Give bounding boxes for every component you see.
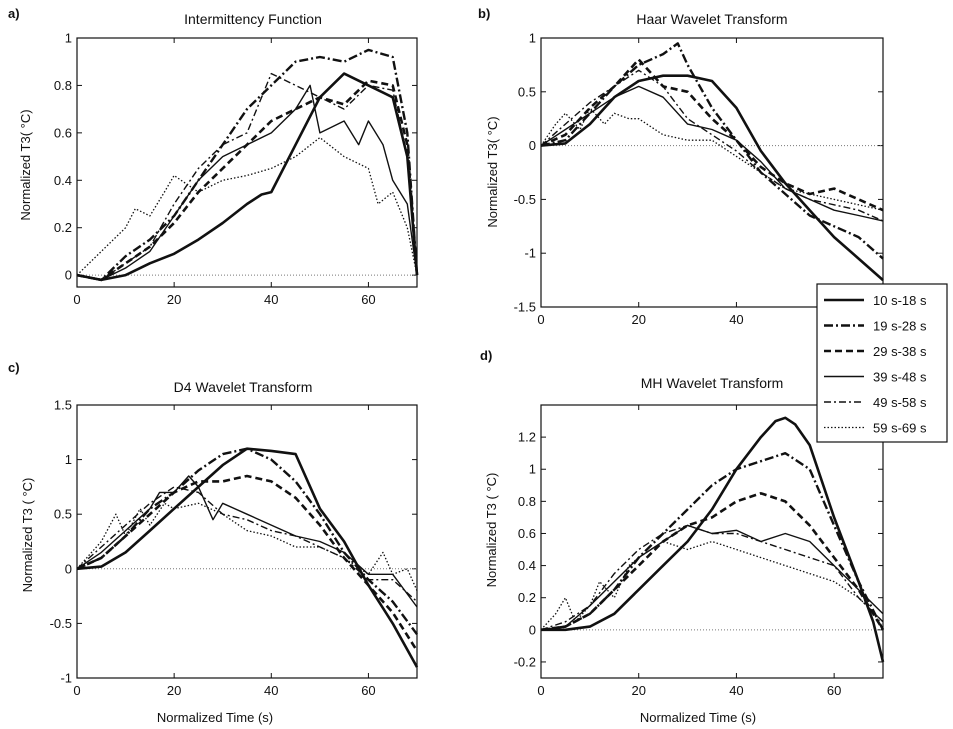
x-tick-label: 20 bbox=[167, 292, 181, 307]
panel-a-plot: 0 20 40 60 0 0.2 0.4 0.6 0.8 1 bbox=[54, 31, 419, 307]
panel-a-letter: a) bbox=[8, 6, 20, 21]
axes-frame bbox=[540, 37, 884, 308]
legend-entry-label: 59 s-69 s bbox=[873, 421, 927, 436]
axes-frame bbox=[76, 37, 418, 288]
panel-a-title: Intermittency Function bbox=[184, 11, 322, 27]
x-tick-label: 60 bbox=[361, 683, 375, 698]
panel-b-plot: 0 20 40 -1.5 -1 -0.5 0 0.5 1 bbox=[514, 31, 884, 327]
y-tick-label: 1.2 bbox=[518, 430, 536, 445]
legend-entry-label: 29 s-38 s bbox=[873, 344, 927, 359]
y-tick-label: 0.2 bbox=[518, 590, 536, 605]
panel-b: b) Haar Wavelet Transform Normalized T3(… bbox=[478, 6, 884, 327]
y-tick-label: 0 bbox=[65, 561, 72, 576]
y-tick-label: 0.6 bbox=[54, 125, 72, 140]
panel-b-ylabel: Normalized T3( °C) bbox=[485, 116, 500, 227]
legend-entry-label: 19 s-28 s bbox=[873, 319, 927, 334]
series-line-dotted bbox=[76, 502, 418, 591]
y-tick-label: 0.6 bbox=[518, 526, 536, 541]
series-line-dotted bbox=[540, 540, 884, 631]
series-line-dashdot-thin bbox=[76, 486, 418, 603]
axes-frame bbox=[76, 404, 418, 679]
panel-a: a) Intermittency Function Normalized T3(… bbox=[8, 6, 419, 307]
panel-d-letter: d) bbox=[480, 348, 492, 363]
panel-d-plot: 0 20 40 60-0.200.20.40.60.811.2 bbox=[514, 404, 885, 698]
y-tick-label: -1 bbox=[60, 671, 72, 686]
series-line-solid-bold bbox=[76, 447, 419, 668]
panel-d-title: MH Wavelet Transform bbox=[641, 375, 784, 391]
series-line-dashdot-bold bbox=[540, 452, 885, 631]
y-tick-label: 1 bbox=[529, 462, 536, 477]
legend-entry-label: 49 s-58 s bbox=[873, 395, 927, 410]
y-tick-label: -1.5 bbox=[514, 300, 536, 315]
panel-b-letter: b) bbox=[478, 6, 490, 21]
x-tick-label: 0 bbox=[537, 683, 544, 698]
x-tick-label: 40 bbox=[264, 292, 278, 307]
panel-c-ylabel: Normalized T3 ( °C) bbox=[20, 478, 35, 593]
series-line-dashed-bold bbox=[540, 491, 885, 632]
y-tick-label: 0 bbox=[529, 622, 536, 637]
x-tick-label: 20 bbox=[631, 683, 645, 698]
y-tick-label: 0.8 bbox=[518, 494, 536, 509]
legend-entry-label: 39 s-48 s bbox=[873, 370, 927, 385]
legend-entry-label: 10 s-18 s bbox=[873, 293, 927, 308]
y-tick-label: 0.4 bbox=[54, 173, 72, 188]
y-tick-label: 0.2 bbox=[54, 220, 72, 235]
y-tick-label: -0.2 bbox=[514, 654, 536, 669]
axes-frame bbox=[540, 404, 884, 679]
y-tick-label: 1 bbox=[65, 31, 72, 46]
y-tick-label: 0.5 bbox=[518, 84, 536, 99]
y-tick-label: 1.5 bbox=[54, 398, 72, 413]
panel-c-xlabel: Normalized Time (s) bbox=[157, 710, 273, 725]
series-line-dashdot-bold bbox=[540, 42, 884, 260]
panel-d-ylabel: Normalized T3 ( °C) bbox=[484, 473, 499, 588]
y-tick-label: -0.5 bbox=[514, 192, 536, 207]
series-line-dashdot-bold bbox=[76, 48, 419, 282]
panel-c-letter: c) bbox=[8, 360, 20, 375]
x-tick-label: 20 bbox=[167, 683, 181, 698]
panel-d: d) MH Wavelet Transform Normalized T3 ( … bbox=[480, 348, 885, 725]
x-tick-label: 40 bbox=[729, 683, 743, 698]
series-line-solid-bold bbox=[540, 74, 884, 282]
x-tick-label: 0 bbox=[73, 683, 80, 698]
y-tick-label: 1 bbox=[529, 31, 536, 46]
y-tick-label: 0.5 bbox=[54, 507, 72, 522]
panel-d-xlabel: Normalized Time (s) bbox=[640, 710, 756, 725]
series-line-solid-thin bbox=[76, 84, 418, 281]
x-tick-label: 60 bbox=[827, 683, 841, 698]
y-tick-label: 0.8 bbox=[54, 78, 72, 93]
x-tick-label: 0 bbox=[537, 312, 544, 327]
series-line-solid-bold bbox=[541, 416, 885, 663]
y-tick-label: 1 bbox=[65, 452, 72, 467]
series-line-dashed-bold bbox=[76, 474, 419, 652]
series-line-solid-bold bbox=[76, 72, 419, 282]
series-line-solid-thin bbox=[540, 85, 884, 222]
series-line-solid-thin bbox=[540, 524, 884, 631]
series-line-dotted bbox=[76, 136, 418, 276]
panel-c-plot: 0 20 40 60 -1 -0.5 0 0.5 1 1.5 bbox=[50, 398, 419, 698]
panel-b-title: Haar Wavelet Transform bbox=[636, 11, 787, 27]
y-tick-label: -1 bbox=[524, 246, 536, 261]
panel-a-ylabel: Normalized T3( °C) bbox=[18, 109, 33, 220]
y-tick-label: 0 bbox=[529, 138, 536, 153]
series-line-dashdot-bold bbox=[76, 447, 418, 636]
series-line-dashdot-thin bbox=[76, 72, 418, 281]
panel-c-title: D4 Wavelet Transform bbox=[174, 379, 313, 395]
x-tick-label: 60 bbox=[361, 292, 375, 307]
x-tick-label: 0 bbox=[73, 292, 80, 307]
legend: 10 s-18 s 19 s-28 s 29 s-38 s 39 s-48 s 49 s… bbox=[816, 283, 948, 443]
legend-box bbox=[816, 283, 948, 443]
x-tick-label: 40 bbox=[729, 312, 743, 327]
panel-c: c) D4 Wavelet Transform Normalized T3 ( … bbox=[8, 360, 419, 725]
x-tick-label: 20 bbox=[631, 312, 645, 327]
y-tick-label: -0.5 bbox=[50, 616, 72, 631]
series-line-dashdot-thin bbox=[540, 524, 884, 631]
y-tick-label: 0.4 bbox=[518, 558, 536, 573]
series-line-dashed-bold bbox=[76, 79, 419, 282]
y-tick-label: 0 bbox=[65, 268, 72, 283]
x-tick-label: 40 bbox=[264, 683, 278, 698]
series-line-solid-thin bbox=[76, 475, 418, 608]
